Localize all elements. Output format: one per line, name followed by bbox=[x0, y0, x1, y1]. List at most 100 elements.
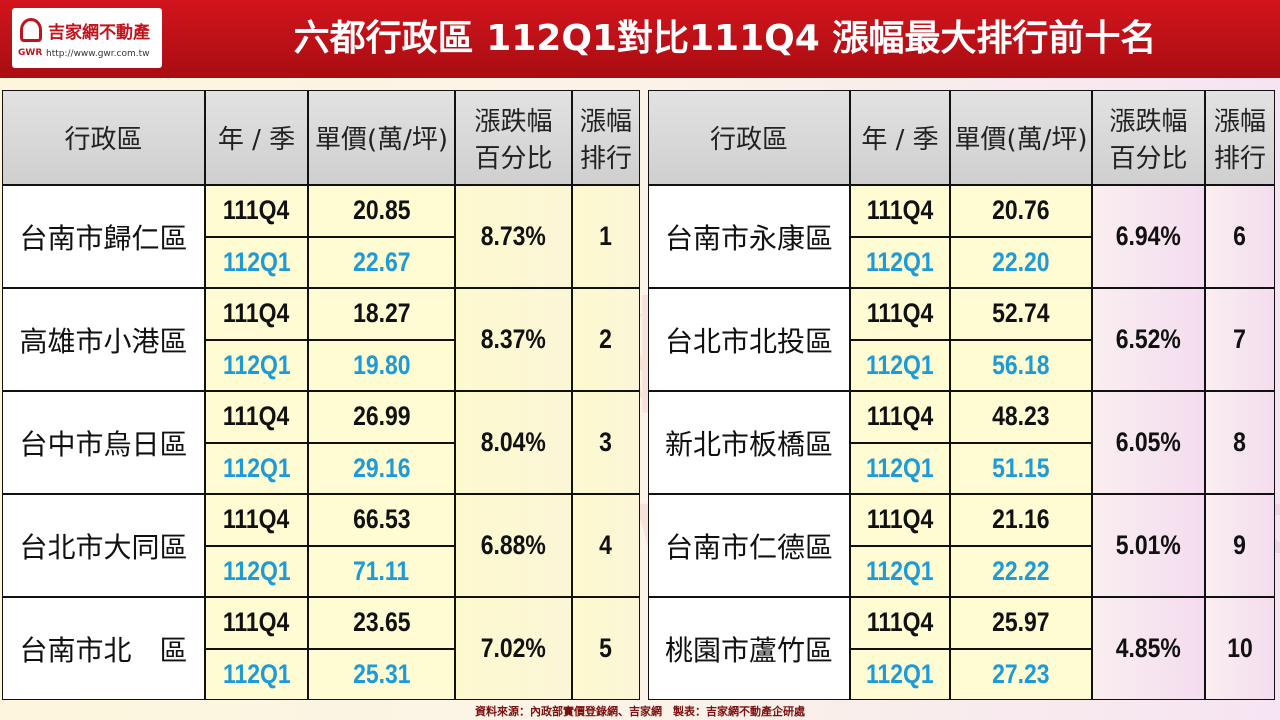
price-cell: 22.20 bbox=[950, 236, 1092, 288]
district-cell: 台南市永康區 bbox=[648, 185, 850, 288]
logo-url: http://www.gwr.com.tw bbox=[46, 49, 150, 59]
price-cell: 22.67 bbox=[308, 236, 455, 288]
change-cell: 6.88% bbox=[455, 494, 572, 597]
rank: 8 bbox=[1233, 427, 1247, 457]
change-cell: 6.05% bbox=[1092, 391, 1205, 494]
district: 台南市北 區 bbox=[19, 633, 188, 667]
change: 6.94% bbox=[1115, 221, 1182, 251]
price-cell: 23.65 bbox=[308, 597, 455, 649]
price-cell: 52.74 bbox=[950, 288, 1092, 340]
header-text: 百分比 bbox=[1109, 143, 1188, 174]
district: 台南市永康區 bbox=[664, 221, 833, 255]
price: 56.18 bbox=[992, 349, 1050, 380]
rank: 1 bbox=[599, 221, 613, 251]
rank-cell: 6 bbox=[1205, 185, 1275, 288]
quarter: 111Q4 bbox=[223, 401, 290, 432]
price-cell: 25.97 bbox=[950, 597, 1092, 649]
header-cell: 行政區 bbox=[2, 90, 205, 185]
price-cell: 29.16 bbox=[308, 442, 455, 494]
district-cell: 高雄市小港區 bbox=[2, 288, 205, 391]
quarter: 112Q1 bbox=[222, 555, 291, 586]
price: 25.97 bbox=[992, 607, 1050, 638]
price: 29.16 bbox=[352, 452, 411, 483]
quarter: 112Q1 bbox=[866, 452, 934, 483]
price-cell: 26.99 bbox=[308, 391, 455, 443]
district: 台南市歸仁區 bbox=[19, 221, 188, 255]
header-cell: 年 / 季 bbox=[850, 90, 950, 185]
price-cell: 19.80 bbox=[308, 339, 455, 391]
quarter: 111Q4 bbox=[866, 504, 934, 535]
price: 22.22 bbox=[992, 555, 1050, 586]
header-text: 排行 bbox=[579, 143, 632, 174]
change-cell: 7.02% bbox=[455, 597, 572, 700]
quarter-cell: 112Q1 bbox=[850, 236, 950, 288]
district: 桃園市蘆竹區 bbox=[664, 633, 833, 667]
price: 25.31 bbox=[352, 658, 411, 689]
price: 18.27 bbox=[352, 298, 411, 329]
price-cell: 22.22 bbox=[950, 545, 1092, 597]
rank: 9 bbox=[1233, 530, 1247, 560]
price-cell: 25.31 bbox=[308, 648, 455, 700]
header-text: 年 / 季 bbox=[217, 125, 296, 155]
rank-cell: 8 bbox=[1205, 391, 1275, 494]
price: 23.65 bbox=[352, 607, 411, 638]
quarter: 111Q4 bbox=[866, 298, 934, 329]
rank: 2 bbox=[599, 324, 613, 354]
price: 20.85 bbox=[352, 195, 411, 226]
rank: 7 bbox=[1233, 324, 1247, 354]
quarter-cell: 112Q1 bbox=[205, 236, 308, 288]
quarter-cell: 112Q1 bbox=[205, 545, 308, 597]
district-cell: 桃園市蘆竹區 bbox=[648, 597, 850, 700]
district: 高雄市小港區 bbox=[19, 324, 188, 358]
header-cell: 單價(萬/坪) bbox=[308, 90, 455, 185]
rank-cell: 7 bbox=[1205, 288, 1275, 391]
header-text: 百分比 bbox=[474, 143, 553, 174]
change: 7.02% bbox=[480, 633, 547, 663]
rank-cell: 2 bbox=[572, 288, 640, 391]
price-cell: 21.16 bbox=[950, 494, 1092, 546]
price-cell: 27.23 bbox=[950, 648, 1092, 700]
header-text: 單價(萬/坪) bbox=[954, 125, 1088, 155]
price: 66.53 bbox=[352, 504, 411, 535]
quarter-cell: 111Q4 bbox=[205, 391, 308, 443]
change: 6.05% bbox=[1115, 427, 1182, 457]
change: 8.73% bbox=[480, 221, 547, 251]
quarter-cell: 112Q1 bbox=[850, 442, 950, 494]
quarter: 111Q4 bbox=[866, 195, 934, 226]
quarter-cell: 111Q4 bbox=[205, 185, 308, 237]
header-text: 漲跌幅 bbox=[1109, 106, 1188, 137]
change-cell: 6.52% bbox=[1092, 288, 1205, 391]
quarter: 111Q4 bbox=[223, 195, 290, 226]
price-cell: 18.27 bbox=[308, 288, 455, 340]
quarter-cell: 111Q4 bbox=[850, 288, 950, 340]
change: 6.88% bbox=[480, 530, 547, 560]
price: 26.99 bbox=[352, 401, 411, 432]
rank-cell: 1 bbox=[572, 185, 640, 288]
change-cell: 5.01% bbox=[1092, 494, 1205, 597]
header-text: 排行 bbox=[1213, 143, 1266, 174]
quarter: 112Q1 bbox=[866, 246, 934, 277]
header-text: 漲幅 bbox=[579, 106, 632, 137]
price-cell: 56.18 bbox=[950, 339, 1092, 391]
logo-icon bbox=[20, 18, 42, 42]
change-cell: 8.73% bbox=[455, 185, 572, 288]
price: 51.15 bbox=[992, 452, 1050, 483]
price: 20.76 bbox=[992, 195, 1050, 226]
price: 71.11 bbox=[353, 555, 410, 586]
quarter: 112Q1 bbox=[866, 658, 934, 689]
rank: 5 bbox=[599, 633, 613, 663]
price-cell: 20.76 bbox=[950, 185, 1092, 237]
change-cell: 8.37% bbox=[455, 288, 572, 391]
quarter-cell: 111Q4 bbox=[850, 185, 950, 237]
price-cell: 48.23 bbox=[950, 391, 1092, 443]
price-cell: 71.11 bbox=[308, 545, 455, 597]
header-cell: 漲幅 排行 bbox=[1205, 90, 1275, 185]
district-cell: 台中市烏日區 bbox=[2, 391, 205, 494]
rank: 10 bbox=[1227, 633, 1253, 663]
quarter: 111Q4 bbox=[866, 607, 934, 638]
quarter: 111Q4 bbox=[223, 298, 290, 329]
change: 8.37% bbox=[480, 324, 547, 354]
district-cell: 台北市北投區 bbox=[648, 288, 850, 391]
header-text: 行政區 bbox=[64, 125, 143, 155]
change: 4.85% bbox=[1115, 633, 1182, 663]
